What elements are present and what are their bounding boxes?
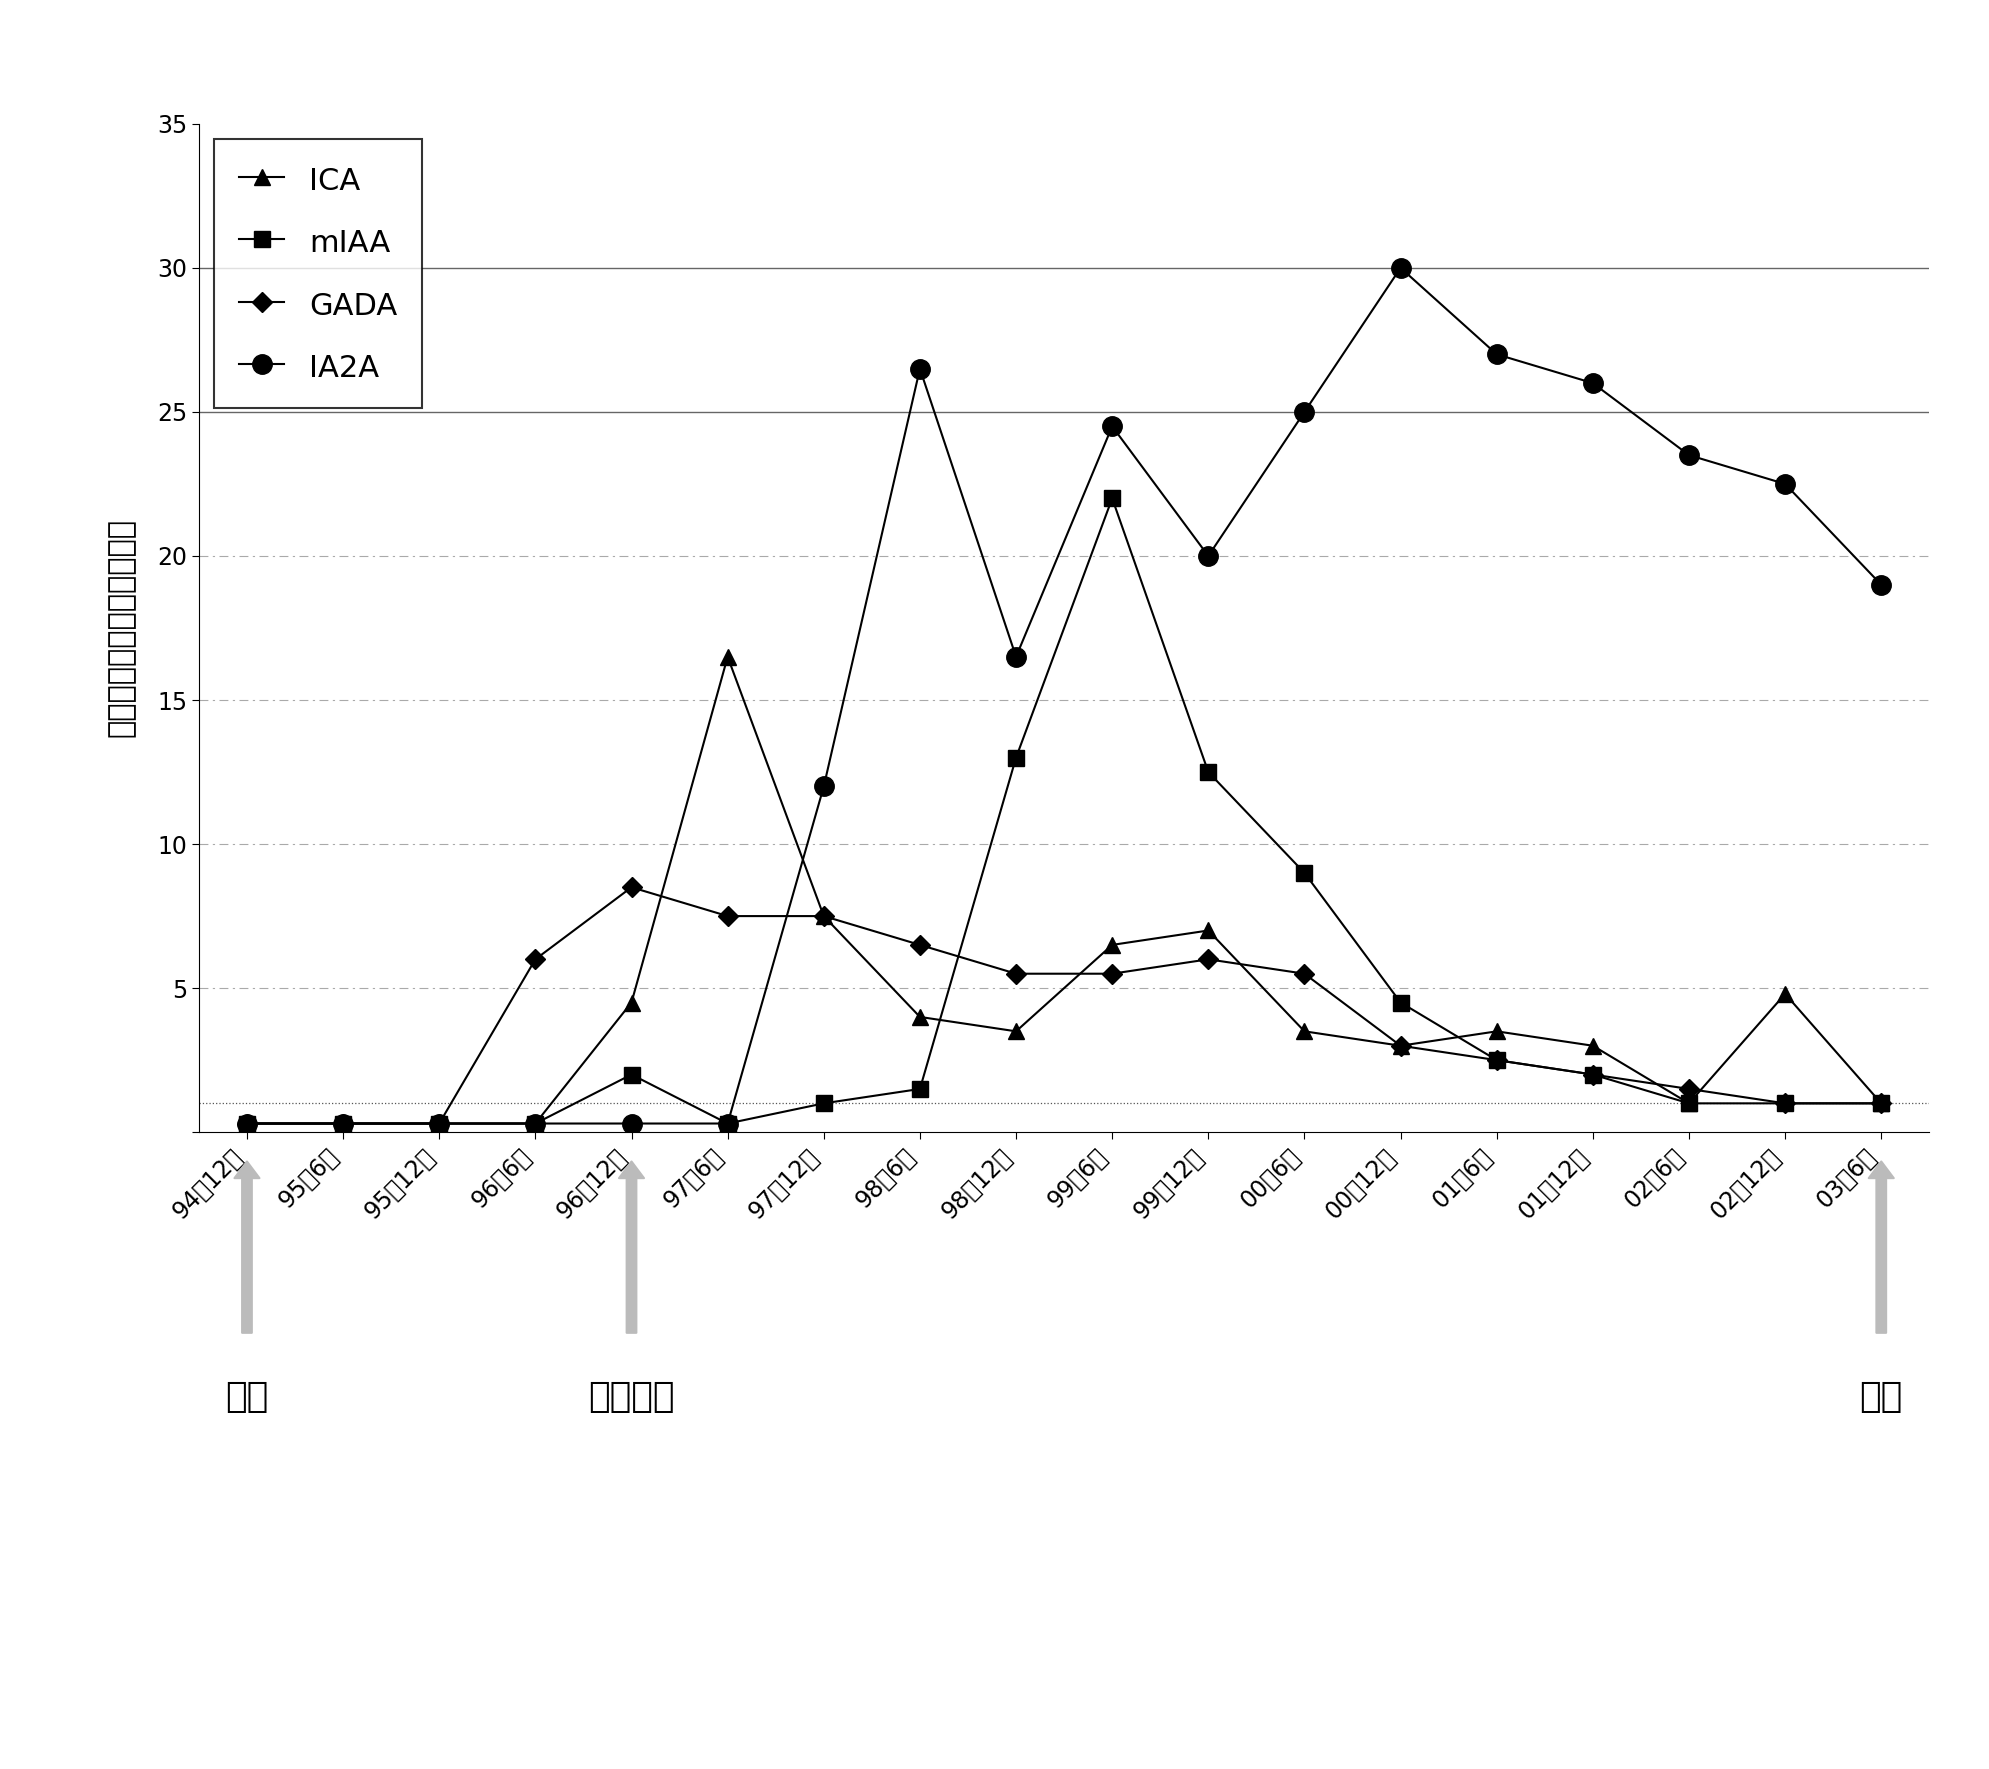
GADA <box>1870 1093 1894 1114</box>
ICA <box>1870 1093 1894 1114</box>
ICA <box>1484 1021 1508 1042</box>
IA2A <box>1581 373 1605 394</box>
mIAA <box>619 1063 642 1084</box>
Line: GADA: GADA <box>241 881 1888 1130</box>
IA2A <box>812 777 835 798</box>
Line: ICA: ICA <box>239 649 1890 1130</box>
ICA <box>1677 1093 1701 1114</box>
mIAA <box>1677 1093 1701 1114</box>
IA2A <box>1100 416 1124 437</box>
mIAA <box>1870 1093 1894 1114</box>
GADA <box>428 1113 452 1134</box>
ICA <box>716 646 740 667</box>
GADA <box>1484 1049 1508 1070</box>
mIAA <box>1100 488 1124 509</box>
mIAA <box>428 1113 452 1134</box>
GADA <box>1388 1035 1412 1056</box>
Text: 血清转化: 血清转化 <box>589 1380 674 1413</box>
mIAA <box>523 1113 547 1134</box>
GADA <box>812 906 835 927</box>
GADA <box>619 877 642 899</box>
GADA <box>907 934 931 955</box>
mIAA <box>1004 747 1028 768</box>
ICA <box>235 1113 259 1134</box>
ICA <box>428 1113 452 1134</box>
GADA <box>1772 1093 1796 1114</box>
IA2A <box>428 1113 452 1134</box>
ICA <box>1772 984 1796 1005</box>
GADA <box>1677 1079 1701 1100</box>
Line: mIAA: mIAA <box>239 490 1890 1130</box>
IA2A <box>1388 257 1412 278</box>
IA2A <box>1484 343 1508 364</box>
IA2A <box>1677 444 1701 465</box>
ICA <box>812 906 835 927</box>
IA2A <box>523 1113 547 1134</box>
GADA <box>235 1113 259 1134</box>
ICA <box>1388 1035 1412 1056</box>
mIAA <box>1388 992 1412 1014</box>
ICA <box>1100 934 1124 955</box>
IA2A <box>1772 474 1796 495</box>
ICA <box>1004 1021 1028 1042</box>
ICA <box>1581 1035 1605 1056</box>
IA2A <box>1293 402 1317 423</box>
ICA <box>1195 920 1219 941</box>
ICA <box>907 1007 931 1028</box>
GADA <box>1293 962 1317 984</box>
IA2A <box>907 357 931 379</box>
mIAA <box>330 1113 354 1134</box>
mIAA <box>1195 761 1219 782</box>
GADA <box>330 1113 354 1134</box>
ICA <box>619 992 642 1014</box>
GADA <box>716 906 740 927</box>
GADA <box>1100 962 1124 984</box>
mIAA <box>1581 1063 1605 1084</box>
mIAA <box>716 1113 740 1134</box>
ICA <box>523 1113 547 1134</box>
IA2A <box>330 1113 354 1134</box>
mIAA <box>1484 1049 1508 1070</box>
mIAA <box>235 1113 259 1134</box>
GADA <box>523 948 547 969</box>
Line: IA2A: IA2A <box>237 258 1892 1134</box>
mIAA <box>812 1093 835 1114</box>
Y-axis label: 自身抗体水平（归一化的）: 自身抗体水平（归一化的） <box>107 518 135 738</box>
ICA <box>1293 1021 1317 1042</box>
GADA <box>1195 948 1219 969</box>
mIAA <box>1293 862 1317 883</box>
mIAA <box>1772 1093 1796 1114</box>
mIAA <box>907 1079 931 1100</box>
IA2A <box>1195 545 1219 566</box>
Text: 出生: 出生 <box>225 1380 269 1413</box>
IA2A <box>619 1113 642 1134</box>
GADA <box>1581 1063 1605 1084</box>
ICA <box>330 1113 354 1134</box>
IA2A <box>1004 646 1028 667</box>
IA2A <box>716 1113 740 1134</box>
IA2A <box>235 1113 259 1134</box>
Legend: ICA, mIAA, GADA, IA2A: ICA, mIAA, GADA, IA2A <box>215 140 422 407</box>
GADA <box>1004 962 1028 984</box>
IA2A <box>1870 575 1894 596</box>
Text: 诊断: 诊断 <box>1860 1380 1903 1413</box>
